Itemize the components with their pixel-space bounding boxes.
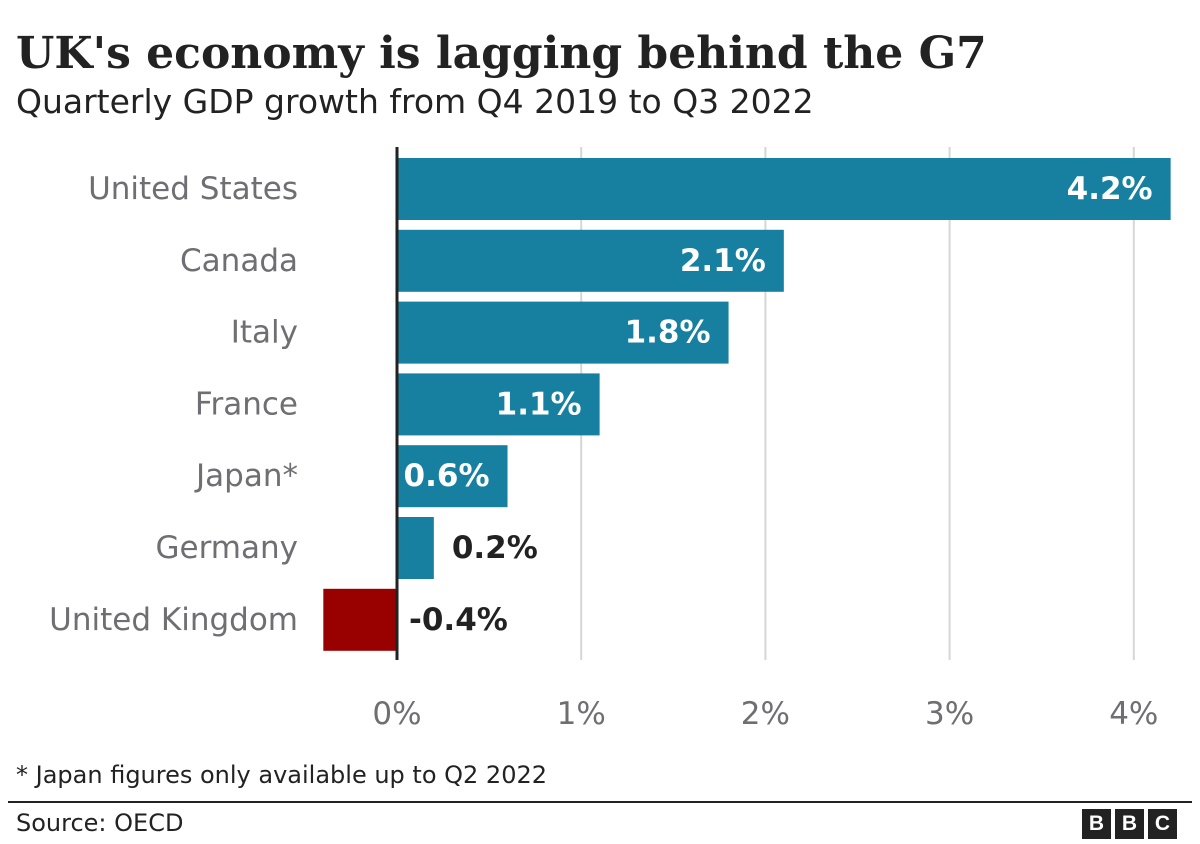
category-label: Japan*	[194, 458, 298, 494]
bar-canada	[397, 229, 784, 292]
japan-footnote: * Japan figures only available up to Q2 …	[16, 761, 548, 789]
bbc-logo-letter: B	[1115, 809, 1144, 839]
bar-japan	[397, 445, 508, 508]
value-label: 0.2%	[452, 530, 538, 566]
value-label: 1.1%	[496, 386, 582, 422]
category-label: Canada	[180, 243, 298, 279]
x-tick-label: 2%	[741, 696, 790, 732]
bbc-logo-letter: C	[1148, 809, 1177, 839]
value-label: 2.1%	[680, 243, 766, 279]
category-label: Italy	[231, 315, 298, 351]
value-label: 0.6%	[404, 458, 490, 494]
chart-subtitle: Quarterly GDP growth from Q4 2019 to Q3 …	[16, 82, 814, 121]
value-label: 1.8%	[625, 315, 711, 351]
chart-title: UK's economy is lagging behind the G7	[16, 28, 987, 79]
bar-united-kingdom	[323, 588, 397, 651]
category-label: United States	[88, 171, 298, 207]
x-tick-label: 4%	[1109, 696, 1158, 732]
bar-united-states	[397, 158, 1171, 220]
x-tick-label: 0%	[372, 696, 421, 732]
category-label: United Kingdom	[49, 602, 298, 638]
footer-divider	[8, 801, 1192, 803]
bbc-logo-letter: B	[1082, 809, 1111, 839]
bbc-logo: B B C	[1082, 809, 1177, 839]
gdp-bar-chart: 0% 1% 2% 3% 4% United States 4.2% Canada 2.1% Ita…	[49, 147, 1171, 732]
bar-france	[397, 373, 600, 436]
category-label: France	[195, 386, 298, 422]
value-label: 4.2%	[1067, 171, 1153, 207]
value-label: -0.4%	[409, 602, 508, 638]
x-tick-label: 1%	[557, 696, 606, 732]
source-note: Source: OECD	[16, 809, 184, 837]
bar-germany	[397, 517, 434, 579]
category-label: Germany	[156, 530, 298, 566]
x-tick-label: 3%	[925, 696, 974, 732]
bar-italy	[397, 301, 729, 364]
